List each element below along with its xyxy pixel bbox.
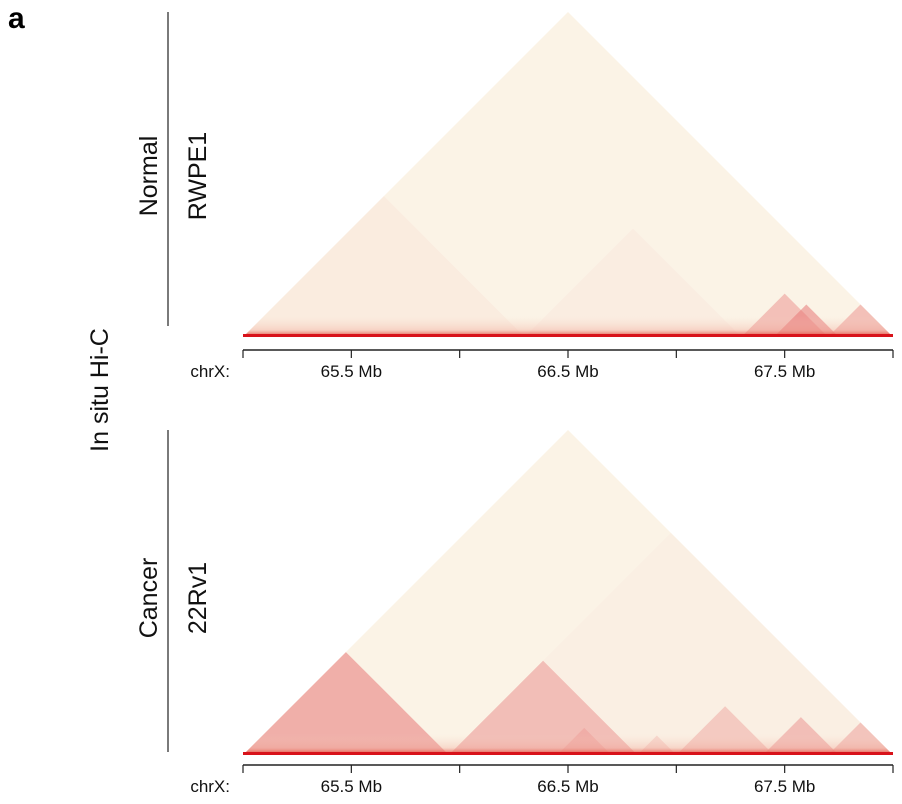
chromosome-label: chrX: — [190, 777, 230, 796]
diagonal-band — [243, 277, 893, 337]
tick-label: 66.5 Mb — [537, 362, 598, 381]
tick-label: 67.5 Mb — [754, 362, 815, 381]
chromosome-label: chrX: — [190, 362, 230, 381]
tick-label: 65.5 Mb — [321, 777, 382, 796]
tick-label: 67.5 Mb — [754, 777, 815, 796]
contact-map-background — [243, 430, 893, 755]
method-label: In situ Hi-C — [86, 328, 114, 452]
cancer-hic-map — [243, 430, 893, 755]
panel-letter: a — [8, 2, 25, 35]
cancer-sample-label: 22Rv1 — [184, 562, 212, 634]
normal-sample-label: RWPE1 — [184, 132, 212, 220]
tick-label: 66.5 Mb — [537, 777, 598, 796]
diagonal-line — [243, 752, 893, 755]
diagonal-band — [243, 695, 893, 755]
normal-condition-label: Normal — [135, 136, 163, 217]
diagonal-line — [243, 334, 893, 337]
cancer-condition-label: Cancer — [135, 558, 163, 639]
contact-map-background — [243, 12, 893, 337]
cancer-genomic-axis: chrX: 65.5 Mb 66.5 Mb 67.5 Mb — [190, 764, 894, 796]
tick-label: 65.5 Mb — [321, 362, 382, 381]
normal-genomic-axis: chrX: 65.5 Mb 66.5 Mb 67.5 Mb — [190, 349, 894, 381]
normal-hic-map — [243, 12, 893, 337]
